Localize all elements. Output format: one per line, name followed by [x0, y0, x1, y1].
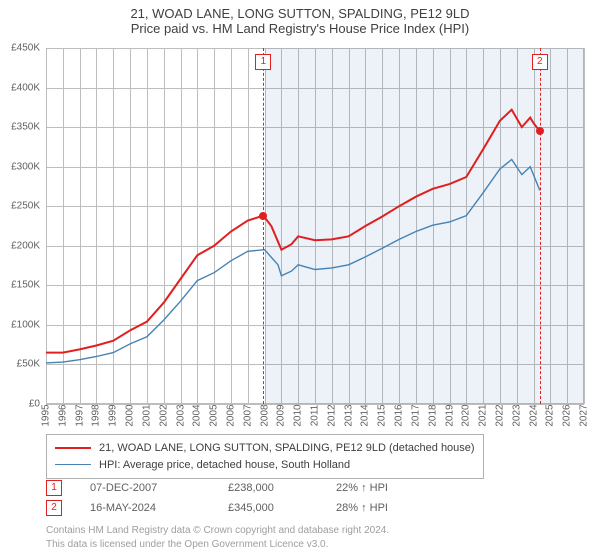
y-axis-tick: £350K: [11, 122, 40, 133]
x-axis-tick: 2021: [478, 404, 489, 426]
y-axis-tick: £250K: [11, 201, 40, 212]
x-axis-tick: 2023: [511, 404, 522, 426]
x-axis-tick: 2016: [394, 404, 405, 426]
sale-badge: 2: [532, 54, 548, 70]
y-axis-tick: £400K: [11, 82, 40, 93]
sale-row: 1 07-DEC-2007 £238,000 22% ↑ HPI: [46, 480, 388, 496]
x-axis-tick: 2002: [158, 404, 169, 426]
sale-row-vs-hpi: 22% ↑ HPI: [336, 482, 388, 494]
x-axis-tick: 1997: [74, 404, 85, 426]
y-axis-tick: £100K: [11, 319, 40, 330]
legend-item: 21, WOAD LANE, LONG SUTTON, SPALDING, PE…: [55, 440, 475, 457]
x-axis-tick: 2018: [427, 404, 438, 426]
sale-row-price: £345,000: [228, 502, 308, 514]
sale-marker-line: [540, 48, 541, 404]
x-axis-tick: 2017: [410, 404, 421, 426]
x-axis-tick: 2019: [444, 404, 455, 426]
x-axis-tick: 2000: [125, 404, 136, 426]
legend-swatch: [55, 464, 91, 465]
x-axis-tick: 1999: [108, 404, 119, 426]
license-text: Contains HM Land Registry data © Crown c…: [46, 524, 389, 551]
legend-item: HPI: Average price, detached house, Sout…: [55, 457, 475, 474]
sale-marker-line: [263, 48, 264, 404]
x-axis-tick: 2027: [579, 404, 590, 426]
x-axis-tick: 2020: [461, 404, 472, 426]
x-axis-tick: 2025: [545, 404, 556, 426]
title-block: 21, WOAD LANE, LONG SUTTON, SPALDING, PE…: [0, 0, 600, 36]
sale-dot: [536, 127, 544, 135]
x-axis-tick: 2005: [209, 404, 220, 426]
chart-container: 21, WOAD LANE, LONG SUTTON, SPALDING, PE…: [0, 0, 600, 560]
x-axis-tick: 2001: [141, 404, 152, 426]
title-address: 21, WOAD LANE, LONG SUTTON, SPALDING, PE…: [0, 6, 600, 21]
sale-row-date: 07-DEC-2007: [90, 482, 200, 494]
x-axis-tick: 2011: [310, 405, 321, 427]
license-line: This data is licensed under the Open Gov…: [46, 538, 389, 552]
x-axis-tick: 2024: [528, 404, 539, 426]
x-axis-tick: 2015: [377, 404, 388, 426]
plot-area: £0£50K£100K£150K£200K£250K£300K£350K£400…: [46, 48, 584, 404]
y-axis-tick: £200K: [11, 240, 40, 251]
x-axis-tick: 2009: [276, 404, 287, 426]
x-axis-tick: 1998: [91, 404, 102, 426]
x-axis-tick: 2022: [494, 404, 505, 426]
y-axis-tick: £450K: [11, 43, 40, 54]
sale-row-price: £238,000: [228, 482, 308, 494]
y-axis-tick: £300K: [11, 161, 40, 172]
sale-badge: 1: [255, 54, 271, 70]
x-axis-tick: 2003: [175, 404, 186, 426]
x-axis-tick: 2012: [326, 404, 337, 426]
title-subtitle: Price paid vs. HM Land Registry's House …: [0, 21, 600, 36]
sale-dot: [259, 212, 267, 220]
y-axis-tick: £150K: [11, 280, 40, 291]
legend-swatch: [55, 447, 91, 449]
sale-row-badge: 2: [46, 500, 62, 516]
x-axis-tick: 1995: [41, 404, 52, 426]
series-hpi: [46, 160, 540, 363]
x-axis-tick: 2013: [343, 404, 354, 426]
sale-row: 2 16-MAY-2024 £345,000 28% ↑ HPI: [46, 500, 388, 516]
x-axis-tick: 2010: [293, 404, 304, 426]
line-svg: [46, 48, 584, 404]
legend: 21, WOAD LANE, LONG SUTTON, SPALDING, PE…: [46, 434, 484, 479]
x-axis-tick: 2007: [242, 404, 253, 426]
sale-row-date: 16-MAY-2024: [90, 502, 200, 514]
x-axis-tick: 2004: [192, 404, 203, 426]
x-axis-tick: 2006: [225, 404, 236, 426]
series-property: [46, 110, 540, 353]
price-paid-table: 1 07-DEC-2007 £238,000 22% ↑ HPI 2 16-MAY-202…: [46, 480, 388, 520]
x-axis-tick: 2026: [562, 404, 573, 426]
license-line: Contains HM Land Registry data © Crown c…: [46, 524, 389, 538]
legend-label: HPI: Average price, detached house, Sout…: [99, 457, 350, 474]
sale-row-badge: 1: [46, 480, 62, 496]
sale-row-vs-hpi: 28% ↑ HPI: [336, 502, 388, 514]
y-axis-tick: £50K: [17, 359, 40, 370]
x-axis-tick: 2014: [360, 404, 371, 426]
x-axis-tick: 1996: [57, 404, 68, 426]
y-axis-tick: £0: [29, 399, 40, 410]
legend-label: 21, WOAD LANE, LONG SUTTON, SPALDING, PE…: [99, 440, 475, 457]
x-axis-tick: 2008: [259, 404, 270, 426]
